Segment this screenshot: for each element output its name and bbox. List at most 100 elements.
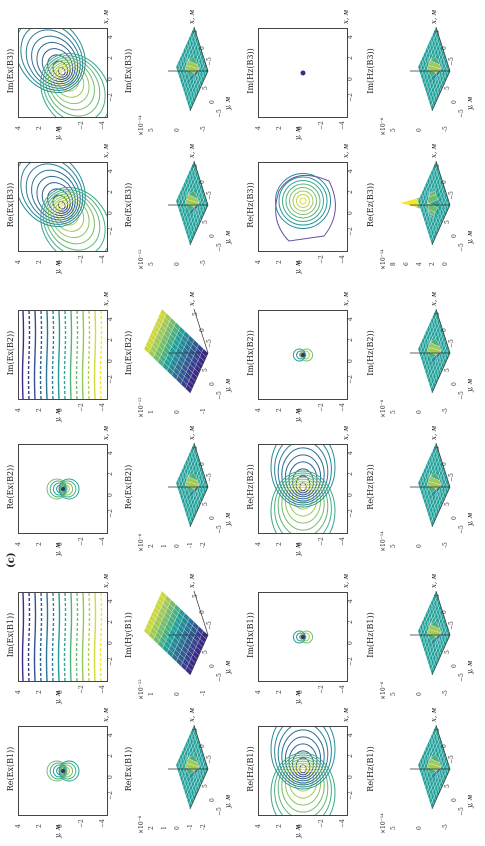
x-tick-label: 4: [107, 451, 114, 455]
y-axis-line: [431, 768, 451, 810]
x-tick-label: 4: [107, 733, 114, 737]
y-tick-label: −4: [339, 537, 346, 546]
x-tick-label: 0: [199, 744, 206, 748]
contour-line: [55, 200, 79, 226]
contour-line: [57, 593, 61, 681]
x-tick-label: 4: [347, 451, 354, 455]
contour-line: [69, 311, 73, 399]
x-axis-label: x, м: [102, 573, 110, 588]
y-tick-label: −5: [216, 109, 223, 118]
y-tick-label: −5: [216, 807, 223, 816]
y-axis-label: y, м: [224, 96, 232, 110]
x-tick-label: 0: [441, 46, 448, 50]
y-tick-label: −5: [458, 807, 465, 816]
x-tick-label: 0: [347, 77, 354, 81]
panel-r2-c2: Im(Hy(B1)) ×10⁻¹² 1 0 -1 −5 0 5 −5 0 5 x, м y, м: [124, 566, 236, 704]
x-tick-label: −5: [206, 621, 213, 630]
y-tick-label: 5: [444, 650, 451, 654]
y-tick-label: 0: [209, 664, 216, 668]
y-tick-label: 2: [36, 260, 43, 264]
contour-line: [45, 593, 49, 681]
x-tick-label: 2: [347, 56, 354, 60]
x-tick-label: 0: [441, 744, 448, 748]
y-tick-label: 0: [451, 100, 458, 104]
contour-line: [270, 445, 336, 508]
y-tick-label: −2: [78, 819, 85, 828]
x-axis-label: x, м: [342, 9, 350, 24]
contour-center: [301, 353, 305, 357]
y-tick-label: 0: [451, 382, 458, 386]
x-tick-label: 4: [107, 35, 114, 39]
x-axis-label: x, м: [102, 291, 110, 306]
z-tick-label: -5: [442, 408, 449, 414]
panel-title: Re(Ex(B3)): [124, 182, 133, 228]
surface-svg: [168, 442, 209, 528]
x-axis-label: x, м: [430, 707, 438, 722]
y-tick-label: 5: [202, 502, 209, 506]
x-tick-label: 0: [441, 180, 448, 184]
panel-r3-c3: Re(Hz(B2)) 4 2 0 −2 −4 −2 0 2 4 y, м x, м: [246, 418, 358, 556]
contour-line: [300, 348, 314, 362]
panel-title: Im(Hx(B1)): [246, 612, 255, 658]
x-axis-label: x, м: [342, 425, 350, 440]
x-axis-label: x, м: [342, 707, 350, 722]
x-tick-label: 5: [434, 30, 441, 34]
y-tick-label: 2: [276, 824, 283, 828]
x-tick-label: 0: [199, 610, 206, 614]
y-tick-label: −2: [78, 403, 85, 412]
y-tick-label: 0: [451, 516, 458, 520]
panel-title: Im(Hz(B3)): [366, 48, 375, 94]
contour-line: [277, 727, 329, 786]
x-axis-line: [193, 724, 209, 770]
contour-line: [292, 348, 306, 362]
x-tick-label: 0: [347, 211, 354, 215]
x-axis-label: x, м: [430, 425, 438, 440]
contour-center: [301, 635, 305, 639]
z-tick-label: 0: [174, 692, 181, 696]
x-tick-label: 2: [107, 338, 114, 342]
y-axis-line: [431, 70, 451, 112]
y-tick-label: 2: [276, 690, 283, 694]
z-exponent: ×10⁻¹⁴: [380, 249, 387, 270]
y-axis-label: y, м: [294, 690, 302, 704]
y-tick-label: −4: [339, 819, 346, 828]
contour-line: [46, 760, 68, 782]
y-tick-label: 2: [276, 260, 283, 264]
contour-svg: [21, 593, 103, 681]
z-tick-label: 1: [161, 826, 168, 830]
x-tick-label: −5: [448, 621, 455, 630]
contour-line: [281, 729, 325, 784]
y-tick-label: 0: [451, 798, 458, 802]
contour-line: [295, 766, 311, 785]
x-axis-line: [435, 590, 451, 636]
panel-title: Re(Ex(B1)): [6, 746, 15, 792]
surface-patch: [417, 196, 422, 206]
y-tick-label: 5: [202, 650, 209, 654]
x-tick-label: 0: [347, 641, 354, 645]
x-axis-line: [193, 26, 209, 72]
contour-line: [299, 197, 307, 205]
z-tick-label: -5: [200, 260, 207, 266]
y-tick-label: 5: [202, 368, 209, 372]
contour-line: [46, 478, 68, 500]
x-tick-label: −2: [347, 509, 354, 518]
contour-line: [270, 727, 336, 790]
panel-title: Re(Ex(B1)): [124, 746, 133, 792]
y-tick-label: 0: [209, 382, 216, 386]
x-axis-label: x, м: [188, 291, 196, 306]
y-tick-label: 4: [255, 260, 262, 264]
z-tick-label: 0: [416, 544, 423, 548]
x-tick-label: 0: [199, 328, 206, 332]
surface-svg: [168, 26, 209, 112]
contour-line: [274, 727, 332, 788]
z-tick-label: -2: [200, 824, 207, 830]
contour-line: [57, 68, 74, 86]
y-tick-label: −5: [458, 391, 465, 400]
contour-line: [63, 311, 67, 399]
panel-title: Re(Ex(B2)): [124, 464, 133, 510]
panel-title: Im(Hx(B2)): [246, 330, 255, 376]
panel-title: Im(Ex(B3)): [6, 48, 15, 94]
y-axis-label: y, м: [54, 690, 62, 704]
y-tick-label: 4: [15, 690, 22, 694]
x-axis-label: x, м: [430, 9, 438, 24]
